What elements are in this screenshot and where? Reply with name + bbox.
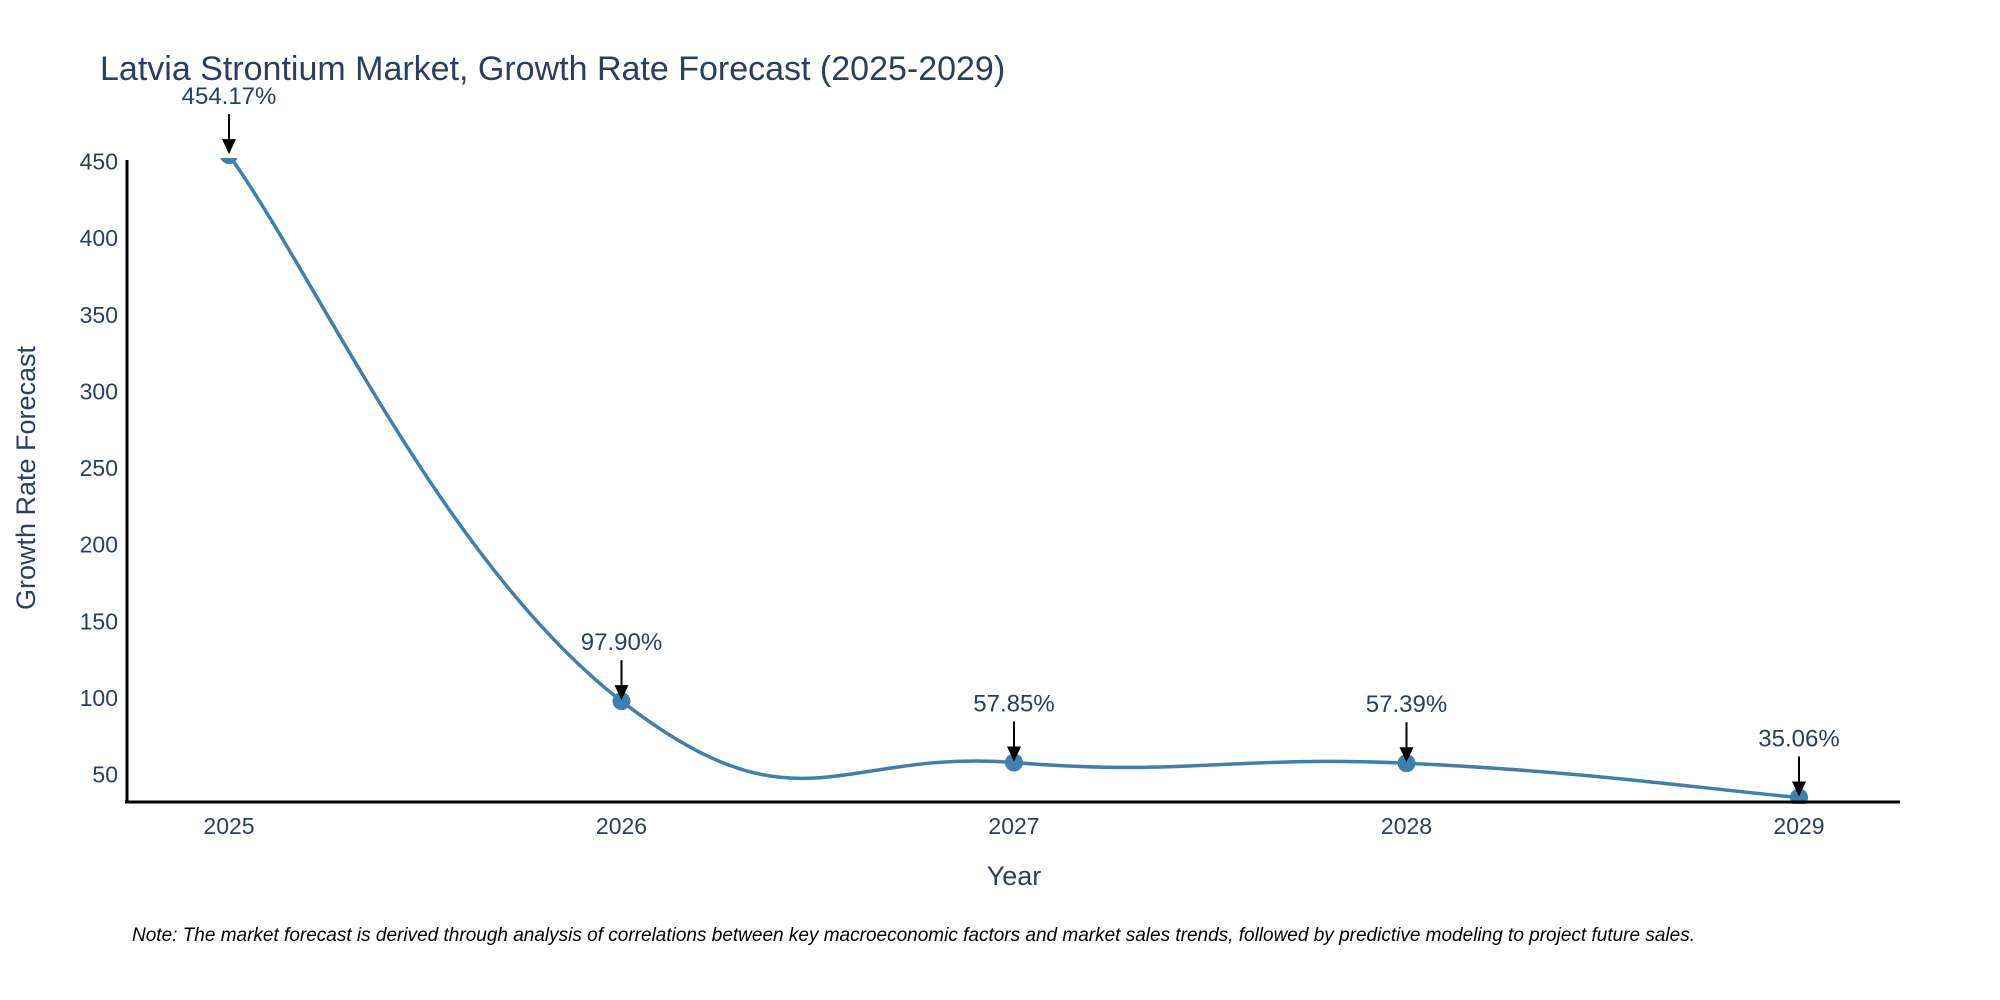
x-axis-title: Year [987,861,1042,891]
data-point-marker [612,692,631,711]
data-label: 57.85% [973,691,1054,718]
y-tick-label: 100 [80,685,118,711]
series-markers [220,158,1808,804]
data-label: 97.90% [581,629,662,656]
y-tick-label: 450 [80,149,118,175]
y-tick-label: 400 [80,225,118,251]
y-tick-label: 200 [80,532,118,558]
annotation-arrowhead [1007,746,1021,762]
y-tick-label: 50 [92,762,118,788]
x-tick-label: 2026 [596,813,647,839]
x-tick-label: 2029 [1773,813,1824,839]
y-axis-title: Growth Rate Forecast [11,345,41,610]
chart-title: Latvia Strontium Market, Growth Rate For… [100,50,1005,88]
data-point-marker [1005,753,1023,772]
data-label: 35.06% [1758,725,1839,752]
annotation-arrowhead [1792,781,1806,797]
annotation-arrowhead [222,139,236,155]
annotation-arrowhead [614,685,629,701]
data-label: 454.17% [182,83,277,110]
data-point-marker [1397,754,1416,773]
series-line [228,158,1800,800]
y-tick-label: 150 [80,608,118,634]
x-tick-label: 2028 [1381,813,1432,839]
data-point-marker [220,158,238,165]
x-tick-label: 2027 [988,813,1039,839]
annotation-arrowhead [1399,747,1414,763]
y-tick-label: 250 [80,455,118,481]
x-axis-ticks: 2025 2026 2027 2028 2029 [203,813,1824,839]
y-tick-label: 300 [80,378,118,404]
y-tick-label: 350 [80,302,118,328]
footnote: Note: The market forecast is derived thr… [132,925,1695,946]
data-label-annotations: 454.17% 97.90% 57.85% 57.39% 35.06% [182,83,1840,797]
data-label: 57.39% [1366,691,1447,718]
plot-area [220,158,1808,804]
x-tick-label: 2025 [203,813,254,839]
y-axis-ticks: 50 100 150 200 250 300 350 400 450 [80,149,118,788]
